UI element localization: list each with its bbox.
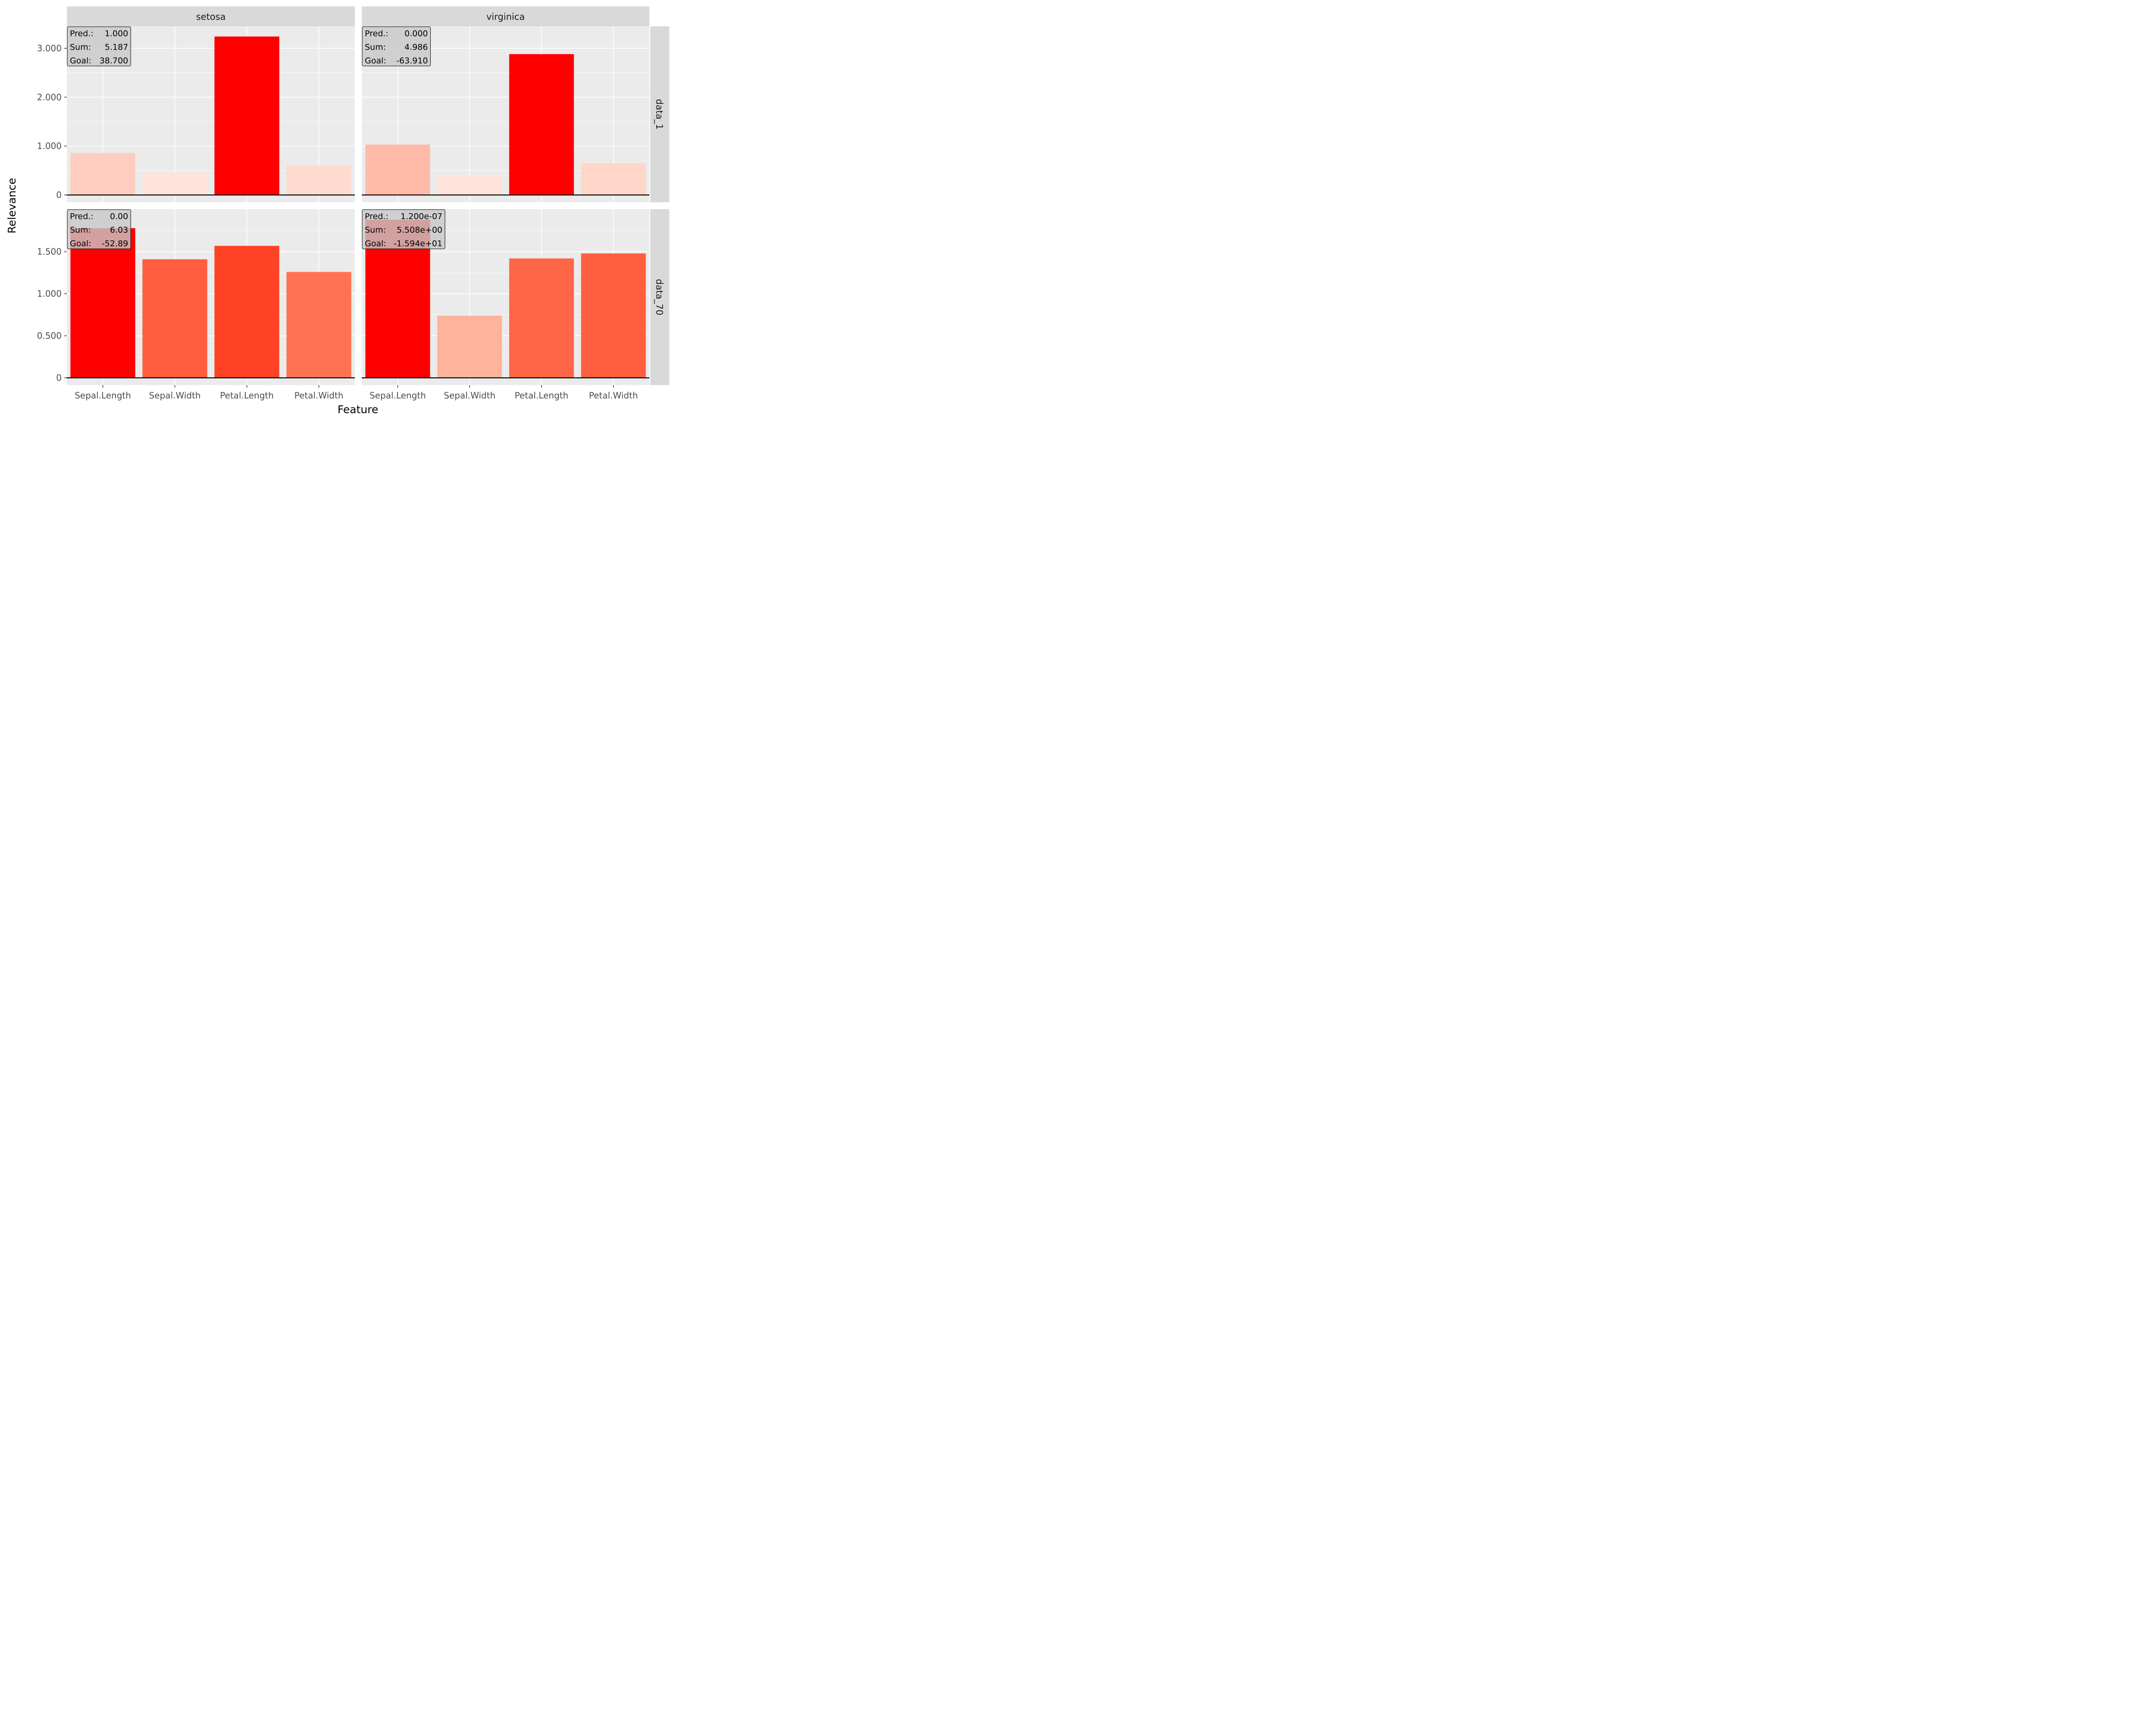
info-label: Goal: <box>365 56 386 66</box>
x-tick-label: Sepal.Length <box>370 390 426 401</box>
y-tick-label: 0 <box>56 190 62 200</box>
info-label: Sum: <box>70 226 91 235</box>
info-label: Goal: <box>70 239 91 248</box>
y-tick-label: 0 <box>56 373 62 383</box>
bar-Sepal.Length <box>70 153 135 195</box>
bar-Sepal.Length <box>365 144 430 195</box>
bar-Petal.Length <box>509 54 574 195</box>
bar-Petal.Width <box>286 166 351 195</box>
info-value: 0.00 <box>110 212 128 221</box>
bar-Petal.Length <box>214 246 279 378</box>
info-label: Goal: <box>365 239 386 248</box>
x-tick-label: Petal.Width <box>589 390 638 401</box>
info-box <box>362 209 445 249</box>
info-box <box>67 209 131 249</box>
y-tick-label: 1.000 <box>37 141 62 151</box>
y-tick-label: 2.000 <box>37 92 62 102</box>
x-tick-label: Petal.Length <box>220 390 274 401</box>
y-tick-label: 1.000 <box>37 289 62 299</box>
info-label: Pred.: <box>70 29 94 38</box>
strip-data_70 <box>650 209 669 385</box>
faceted-bar-chart: Relevance Feature setosa virginica data_1 0… <box>6 6 669 416</box>
y-tick-label: 1.500 <box>37 247 62 257</box>
x-axis-title: Feature <box>338 403 378 416</box>
x-tick-label: Sepal.Width <box>444 390 495 401</box>
info-value: 4.986 <box>404 43 428 52</box>
info-label: Sum: <box>365 226 386 235</box>
x-tick-label: Sepal.Width <box>149 390 201 401</box>
bar-Petal.Width <box>581 253 646 378</box>
info-label: Pred.: <box>365 212 389 221</box>
info-box <box>362 26 431 66</box>
info-value: 1.000 <box>105 29 128 38</box>
strip-data_1 <box>650 26 669 202</box>
info-value: -63.910 <box>396 56 428 66</box>
strip-label-virginica: virginica <box>486 12 525 22</box>
x-tick-label: Petal.Width <box>295 390 344 401</box>
x-tick-label: Sepal.Length <box>75 390 131 401</box>
bar-Sepal.Width <box>142 259 207 378</box>
strip-label-data_1: data_1 <box>654 99 664 129</box>
info-value: 6.03 <box>110 226 128 235</box>
strip-label-setosa: setosa <box>196 12 226 22</box>
bar-Sepal.Length <box>70 228 135 378</box>
bar-Sepal.Width <box>437 175 502 195</box>
strip-setosa <box>67 6 355 26</box>
info-label: Sum: <box>365 43 386 52</box>
y-tick-label: 3.000 <box>37 43 62 53</box>
strip-virginica <box>362 6 649 26</box>
info-box <box>67 26 131 66</box>
bar-Petal.Length <box>509 258 574 378</box>
info-label: Goal: <box>70 56 91 66</box>
info-value: -52.89 <box>102 239 128 248</box>
bar-Sepal.Width <box>437 315 502 378</box>
bar-Petal.Width <box>286 272 351 378</box>
info-value: 5.508e+00 <box>397 226 442 235</box>
info-label: Sum: <box>70 43 91 52</box>
info-value: 5.187 <box>105 43 128 52</box>
y-axis-title: Relevance <box>6 178 18 233</box>
bar-Petal.Width <box>581 163 646 195</box>
bar-Sepal.Width <box>142 173 207 195</box>
x-tick-label: Petal.Length <box>515 390 569 401</box>
info-label: Pred.: <box>70 212 94 221</box>
strip-label-data_70: data_70 <box>654 279 664 316</box>
info-label: Pred.: <box>365 29 389 38</box>
info-value: -1.594e+01 <box>394 239 442 248</box>
info-value: 1.200e-07 <box>401 212 442 221</box>
info-value: 0.000 <box>404 29 428 38</box>
y-tick-label: 0.500 <box>37 331 62 341</box>
info-value: 38.700 <box>100 56 128 66</box>
bar-Petal.Length <box>214 36 279 195</box>
